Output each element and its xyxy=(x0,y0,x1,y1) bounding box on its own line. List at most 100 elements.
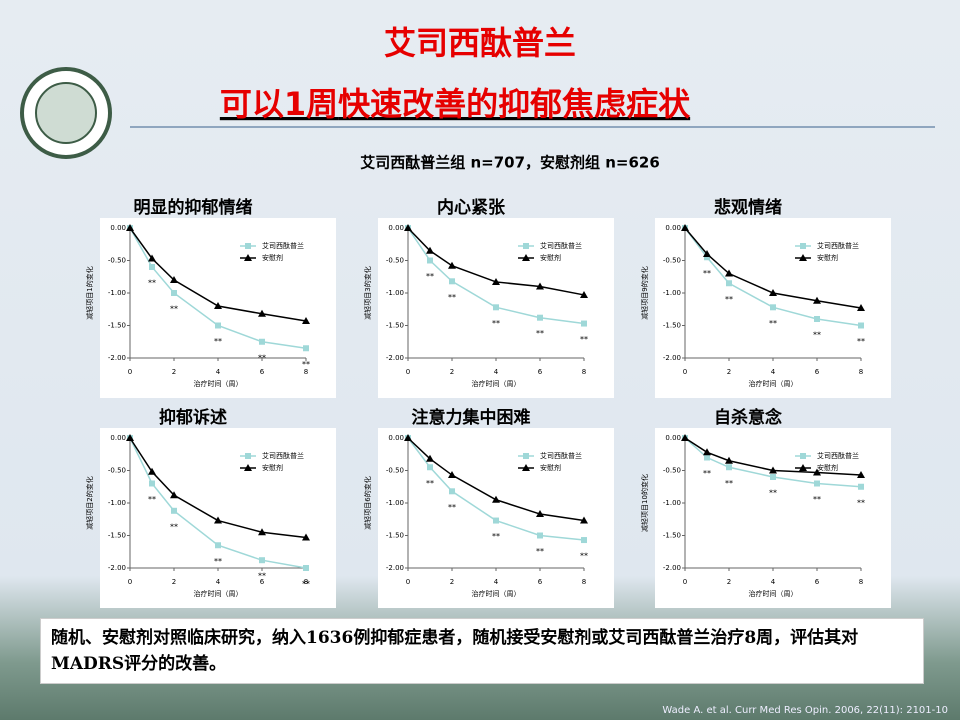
marker xyxy=(258,528,266,536)
y-tick-label: -1.00 xyxy=(663,499,681,507)
y-tick-label: 0.00 xyxy=(665,434,681,442)
citation: Wade A. et al. Curr Med Res Opin. 2006, … xyxy=(662,705,948,716)
series-line xyxy=(129,437,307,539)
marker xyxy=(703,250,711,257)
y-axis-label: 减轻项目2的变化 xyxy=(85,476,94,529)
x-axis-label: 治疗时间（周） xyxy=(749,589,798,598)
marker xyxy=(303,345,309,352)
y-tick-label: -2.00 xyxy=(663,354,681,362)
marker xyxy=(214,302,222,309)
marker xyxy=(581,320,587,327)
y-tick-label: -2.00 xyxy=(386,564,404,572)
y-tick-label: 0.00 xyxy=(388,434,404,442)
y-tick-label: -2.00 xyxy=(386,354,404,362)
marker xyxy=(259,338,265,345)
x-axis-label: 治疗时间（周） xyxy=(194,589,243,598)
marker xyxy=(449,278,455,285)
marker xyxy=(171,290,177,296)
y-tick-label: -1.50 xyxy=(386,532,404,540)
x-axis-label: 治疗时间（周） xyxy=(472,379,521,388)
marker xyxy=(800,243,806,249)
marker xyxy=(148,254,156,262)
x-tick-label: 2 xyxy=(727,578,731,586)
marker xyxy=(126,224,134,231)
significance-label: ** xyxy=(258,353,266,362)
x-tick-label: 4 xyxy=(216,368,221,376)
x-tick-label: 6 xyxy=(260,578,265,586)
legend-label: 安慰剂 xyxy=(262,463,283,472)
x-tick-label: 0 xyxy=(128,578,132,586)
marker xyxy=(126,434,134,441)
marker xyxy=(704,254,710,261)
significance-label: ** xyxy=(448,293,456,302)
marker xyxy=(725,456,733,464)
y-axis-label: 减轻项目9的变化 xyxy=(640,266,649,319)
marker xyxy=(149,264,155,270)
title-part: 可以1周 xyxy=(220,85,338,123)
marker xyxy=(536,282,544,290)
marker xyxy=(448,261,456,269)
y-tick-label: -0.50 xyxy=(663,467,681,475)
x-tick-label: 0 xyxy=(406,578,410,586)
significance-label: ** xyxy=(769,319,777,328)
marker xyxy=(522,254,530,261)
y-tick-label: -1.00 xyxy=(386,289,404,297)
x-tick-label: 8 xyxy=(582,578,586,586)
x-axis-label: 治疗时间（周） xyxy=(194,379,243,388)
x-tick-label: 8 xyxy=(582,368,586,376)
plot-bg xyxy=(655,428,891,608)
marker xyxy=(245,453,251,459)
significance-label: ** xyxy=(813,331,821,340)
legend-label: 艾司西酞普兰 xyxy=(817,451,859,460)
y-tick-label: -1.50 xyxy=(108,322,126,330)
significance-label: ** xyxy=(580,552,588,561)
marker xyxy=(492,495,500,503)
significance-label: ** xyxy=(426,479,434,488)
x-tick-label: 0 xyxy=(683,368,687,376)
marker xyxy=(302,533,310,541)
marker xyxy=(214,516,222,524)
x-tick-label: 8 xyxy=(304,578,308,586)
subtitle: 艾司西酞普兰组 n=707，安慰剂组 n=626 xyxy=(360,154,660,172)
marker xyxy=(581,537,587,544)
significance-label: ** xyxy=(536,547,544,556)
x-tick-label: 0 xyxy=(128,368,132,376)
title: 可以1周快速改善的抑郁焦虑症状 xyxy=(220,85,691,123)
significance-label: ** xyxy=(214,557,222,566)
marker xyxy=(681,434,689,441)
marker xyxy=(857,303,865,311)
legend-label: 艾司西酞普兰 xyxy=(540,241,582,250)
x-tick-label: 4 xyxy=(494,578,499,586)
marker xyxy=(426,246,434,254)
marker xyxy=(522,464,530,471)
marker xyxy=(148,467,156,475)
x-tick-label: 8 xyxy=(859,368,863,376)
marker xyxy=(149,480,155,487)
x-tick-label: 6 xyxy=(815,368,820,376)
significance-label: ** xyxy=(769,489,777,498)
series-line xyxy=(129,437,307,569)
marker xyxy=(303,565,309,571)
marker xyxy=(814,480,820,487)
legend-label: 安慰剂 xyxy=(540,463,561,472)
x-axis-label: 治疗时间（周） xyxy=(749,379,798,388)
x-tick-label: 4 xyxy=(771,368,776,376)
marker xyxy=(770,474,776,480)
x-tick-label: 6 xyxy=(538,578,543,586)
x-tick-label: 2 xyxy=(172,368,176,376)
significance-label: ** xyxy=(170,305,178,314)
marker xyxy=(170,491,178,499)
y-tick-label: -1.00 xyxy=(108,289,126,297)
marker xyxy=(427,464,433,471)
x-axis-label: 治疗时间（周） xyxy=(472,589,521,598)
y-tick-label: -1.00 xyxy=(663,289,681,297)
marker xyxy=(302,316,310,324)
marker xyxy=(726,464,732,471)
marker xyxy=(493,304,499,311)
marker xyxy=(726,280,732,287)
legend-label: 艾司西酞普兰 xyxy=(262,241,304,250)
y-tick-label: -1.50 xyxy=(663,532,681,540)
y-tick-label: -0.50 xyxy=(386,257,404,265)
marker xyxy=(814,316,820,322)
